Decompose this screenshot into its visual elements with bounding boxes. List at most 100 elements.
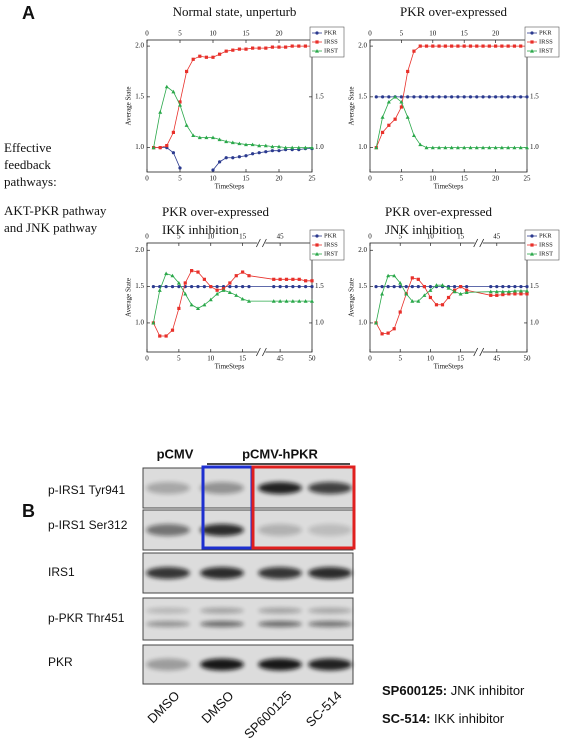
chart-title: PKR over-expressed [400, 4, 507, 19]
legend-label: IRSS [324, 241, 338, 248]
data-point [278, 285, 282, 289]
blot-band [200, 621, 244, 628]
data-point [284, 299, 289, 303]
x2-tick-label: 10 [427, 233, 435, 241]
blot-band [146, 658, 190, 671]
axis-break [262, 347, 267, 357]
data-point [218, 160, 222, 164]
y-tick-label: 2.0 [358, 42, 367, 50]
data-point [422, 293, 427, 297]
data-point [196, 306, 200, 310]
data-point [230, 140, 235, 145]
data-point [422, 285, 426, 289]
data-point [251, 152, 255, 156]
data-point [393, 117, 397, 121]
data-point [487, 95, 491, 99]
axis-break [474, 350, 483, 354]
x-tick-label: 10 [427, 355, 435, 363]
blot-band [200, 524, 244, 536]
data-point [446, 286, 451, 290]
data-point [374, 95, 378, 99]
data-point [452, 285, 457, 289]
data-point [475, 44, 479, 48]
x2-tick-label: 15 [239, 233, 247, 241]
data-point [270, 144, 275, 149]
x2-tick-label: 20 [276, 30, 284, 38]
blot-band [308, 567, 352, 579]
data-point [512, 145, 517, 150]
data-point [171, 130, 175, 134]
lane-label: DMSO [144, 688, 182, 726]
y2-tick-label: 1.0 [530, 319, 539, 327]
data-point [291, 285, 295, 289]
data-point [178, 166, 182, 170]
chart-title: PKR over-expressed [162, 204, 269, 219]
data-point [455, 145, 460, 150]
x2-tick-label: 5 [178, 30, 182, 38]
data-point [437, 145, 442, 150]
data-point [171, 89, 176, 94]
data-point [240, 296, 245, 301]
data-point [264, 150, 268, 154]
data-point [270, 149, 274, 153]
x-tick-label: 0 [145, 175, 149, 183]
note-name: SC-514: [382, 711, 430, 726]
data-point [164, 84, 169, 89]
group-label: pCMV [157, 446, 194, 461]
y-axis-label: Average State [125, 278, 133, 317]
data-point [434, 283, 439, 287]
x-tick-label: 50 [524, 355, 532, 363]
legend-marker [315, 49, 319, 53]
x2-tick-label: 5 [400, 30, 404, 38]
data-point [237, 141, 242, 146]
data-point [158, 334, 162, 338]
data-point [506, 145, 511, 150]
data-point [519, 95, 523, 99]
data-point [494, 95, 498, 99]
data-point [304, 285, 308, 289]
data-point [271, 299, 276, 303]
data-point [217, 137, 222, 142]
x-axis-label: TimeSteps [434, 363, 464, 371]
data-point [189, 302, 194, 307]
legend-label: IRSS [539, 38, 553, 45]
data-point [431, 44, 435, 48]
data-point [290, 299, 295, 303]
data-point [410, 276, 414, 280]
data-point [513, 292, 517, 296]
data-point [462, 145, 467, 150]
data-point [386, 273, 391, 278]
data-point [489, 293, 493, 297]
data-point [525, 145, 529, 150]
x2-tick-label: 0 [145, 233, 149, 241]
data-point [393, 94, 398, 99]
data-point [176, 280, 181, 285]
data-point [380, 332, 384, 336]
data-point [410, 299, 415, 303]
data-point [456, 44, 460, 48]
y-tick-label: 1.5 [358, 282, 367, 290]
data-point [284, 285, 289, 289]
data-point [380, 95, 385, 99]
data-point [202, 285, 206, 289]
y-tick-label: 1.5 [135, 282, 144, 290]
data-point [244, 47, 248, 51]
data-point [468, 95, 473, 99]
chart-title: IKK inhibition [162, 222, 239, 237]
legend-marker [530, 234, 534, 238]
data-point [151, 285, 155, 289]
data-point [500, 95, 504, 99]
data-point [487, 44, 491, 48]
data-point [525, 285, 529, 289]
data-point [241, 270, 245, 274]
legend-marker [315, 40, 319, 44]
legend-label: IRST [324, 250, 338, 257]
data-point [297, 285, 301, 289]
data-point [398, 280, 403, 285]
row-label: p-PKR Thr451 [48, 611, 125, 625]
axis-break [257, 241, 266, 245]
legend-label: PKR [539, 29, 552, 36]
data-point [209, 285, 213, 289]
x-tick-label: 50 [309, 355, 317, 363]
data-point [487, 145, 492, 150]
